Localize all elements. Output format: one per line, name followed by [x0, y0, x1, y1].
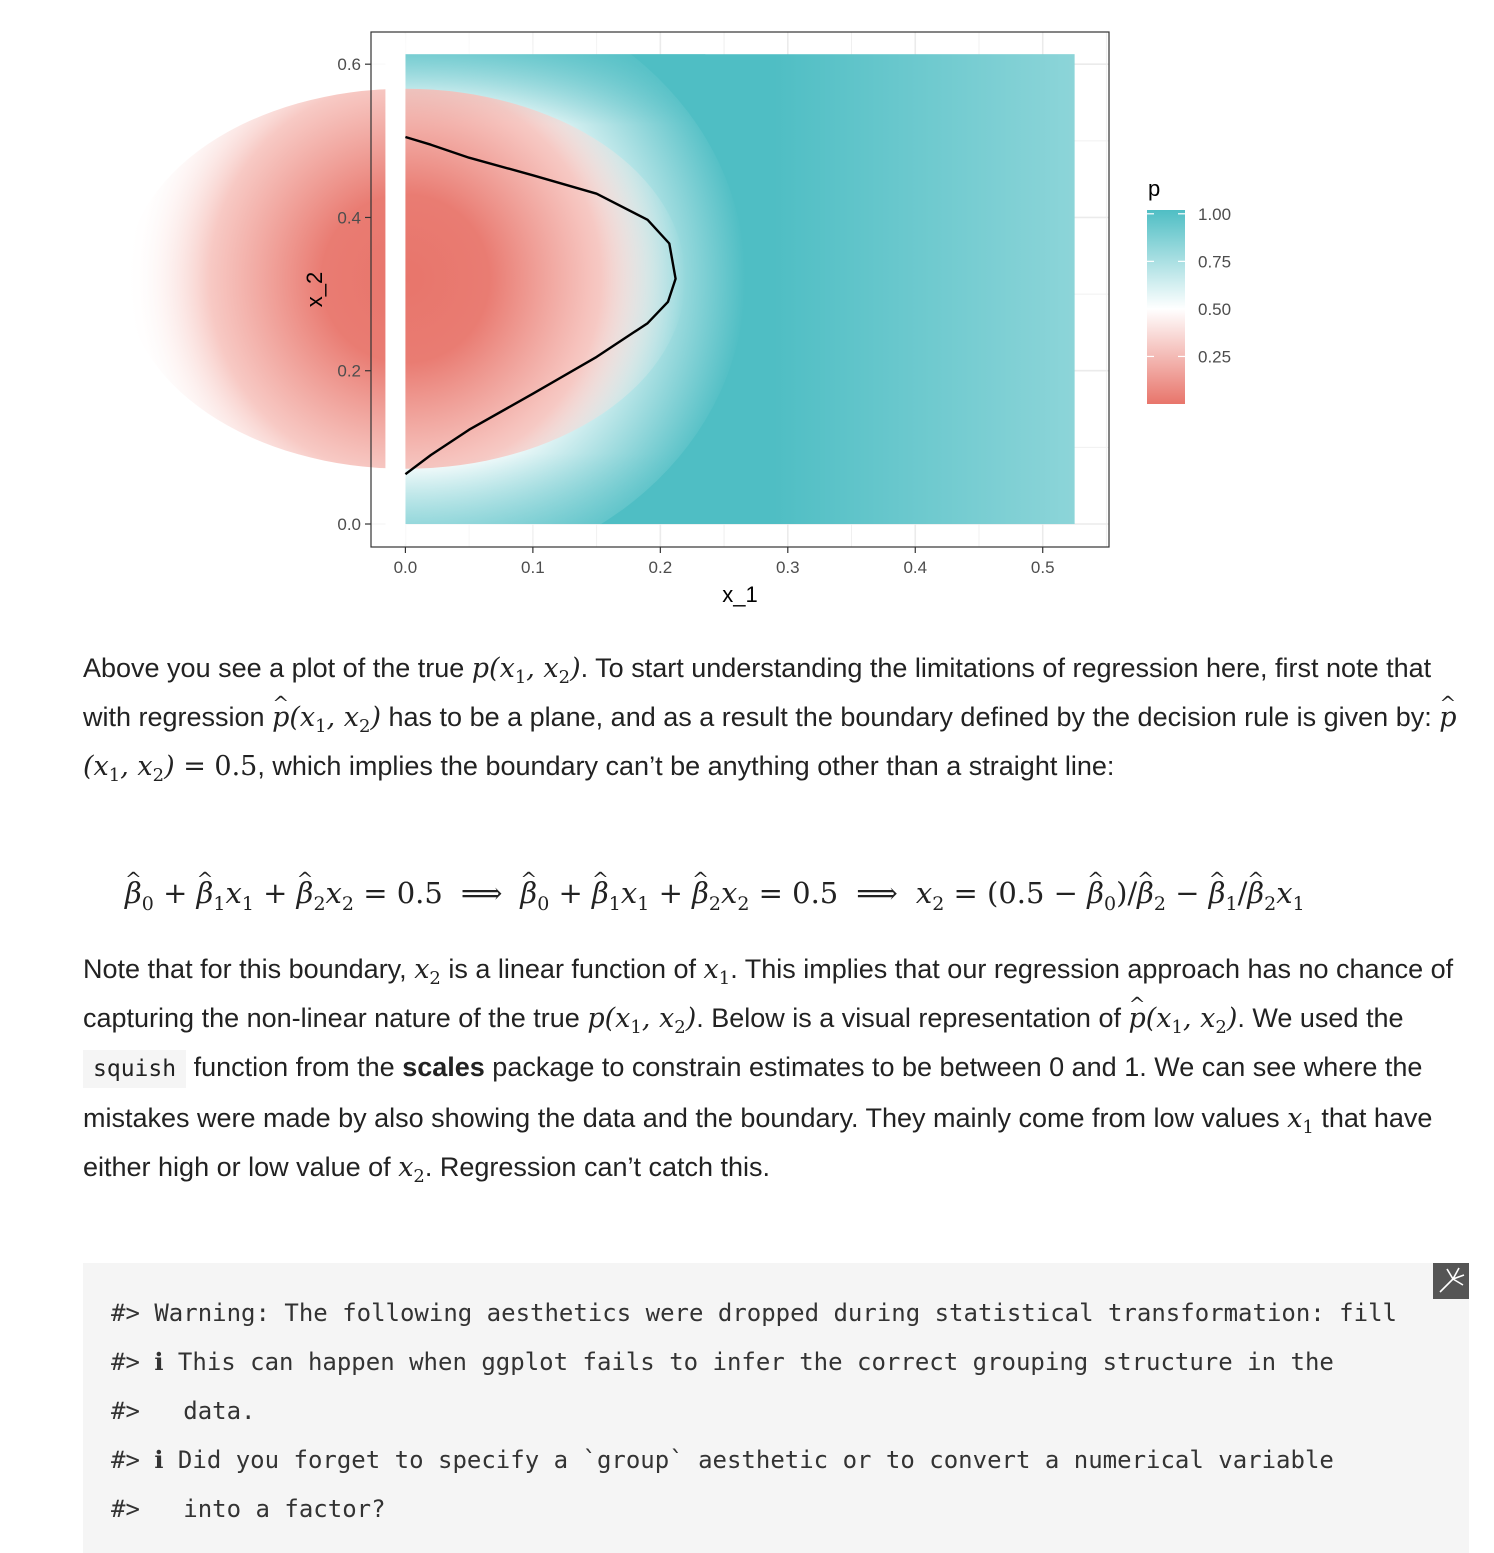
paragraph-1: Above you see a plot of the true p(x1, x…: [83, 644, 1463, 791]
p1-text-b: . To start understanding the limitations…: [83, 653, 1432, 732]
heatmap-left-mask: [385, 34, 406, 545]
x-tick-label: 0.4: [903, 558, 927, 577]
math-phat-x1-x2: p(x1, x2): [272, 679, 381, 736]
p2-text-i: . Regression can’t catch this.: [424, 1152, 771, 1182]
p2-text-a: Note that for this boundary,: [83, 954, 415, 984]
x-tick-label: 0.3: [776, 558, 800, 577]
x-tick-label: 0.2: [649, 558, 673, 577]
copy-icon[interactable]: [1433, 1263, 1469, 1299]
math-p-x1-x2-2: p(x1, x2): [587, 1003, 697, 1038]
chart: 0.0 0.1 0.2 0.3 0.4 0.5 0.0 0.2 0.4 0.6 x_1 x_2 p 1.0…: [0, 0, 1494, 620]
inline-code-squish: squish: [83, 1050, 187, 1088]
p2-text-b: is a linear function of: [440, 954, 704, 984]
p2-text-d: . Below is a visual representation of: [696, 1003, 1129, 1033]
y-tick-label: 0.0: [337, 515, 361, 534]
y-tick-label: 0.4: [337, 208, 361, 227]
code-line: #> ℹ Did you forget to specify a `group`…: [111, 1446, 1334, 1474]
p2-text-c: . This implies that our regression appro…: [83, 954, 1454, 1033]
p2-text-e: . We used the: [1237, 1003, 1404, 1033]
bold-scales: scales: [402, 1052, 485, 1082]
code-line: #> into a factor?: [111, 1495, 386, 1523]
x-tick-label: 0.0: [394, 558, 418, 577]
p1-text-c: has to be a plane, and as a result the b…: [381, 702, 1440, 732]
legend-label: 1.00: [1198, 205, 1231, 224]
legend-label: 0.75: [1198, 252, 1231, 271]
legend-label: 0.50: [1198, 300, 1231, 319]
contour-line: [404, 135, 677, 476]
y-tick-label: 0.6: [337, 55, 361, 74]
paragraph-2: Note that for this boundary, x2 is a lin…: [83, 945, 1463, 1192]
heatmap-plot: 0.0 0.1 0.2 0.3 0.4 0.5 0.0 0.2 0.4 0.6 x_1 x_2 p 1.0…: [65, 0, 1231, 607]
math-phat-equals-half: p(x1, x2) = 0.5: [83, 679, 1457, 785]
y-axis-title: x_2: [302, 272, 327, 307]
math-phat-x1-x2-2: p(x1, x2): [1128, 980, 1237, 1037]
eq-equals-2: = 0.5: [749, 876, 839, 910]
x-tick-label: 0.5: [1031, 558, 1055, 577]
code-line: #> data.: [111, 1397, 256, 1425]
eq-equals-1: = 0.5: [353, 876, 443, 910]
math-p-x1-x2: p(x1, x2): [471, 653, 581, 688]
code-output-text: #> Warning: The following aesthetics wer…: [111, 1289, 1397, 1534]
p1-text-d: , which implies the boundary can’t be an…: [257, 751, 1115, 781]
math-x1: x1: [703, 954, 731, 989]
legend-label: 0.25: [1198, 347, 1231, 366]
p2-text-g: package to constrain estimates to be bet…: [83, 1052, 1423, 1133]
implies-arrow-2: ⟹: [856, 876, 898, 910]
implies-arrow-1: ⟹: [460, 876, 503, 910]
math-x2: x2: [414, 954, 441, 989]
p2-text-f: function from the: [186, 1052, 403, 1082]
code-line: #> ℹ This can happen when ggplot fails t…: [111, 1348, 1334, 1376]
y-tick-label: 0.2: [337, 362, 361, 381]
x-axis-title: x_1: [722, 582, 757, 607]
x-tick-label: 0.1: [521, 558, 545, 577]
panel-border: [370, 31, 1110, 548]
p1-text-a: Above you see a plot of the true: [83, 653, 472, 683]
code-line: #> Warning: The following aesthetics wer…: [111, 1299, 1397, 1327]
math-x1-2: x1: [1287, 1103, 1314, 1138]
code-output-block: #> Warning: The following aesthetics wer…: [83, 1263, 1469, 1553]
legend-colorbar: [1147, 210, 1185, 404]
math-x2-2: x2: [398, 1152, 425, 1187]
legend-title: p: [1148, 176, 1160, 201]
p2-text-h: that have either high or low value of: [83, 1103, 1433, 1182]
equals-half: = 0.5: [174, 751, 258, 782]
boundary-equation: β0 + β1x1 + β2x2 = 0.5⟹β0 + β1x1 + β2x2 …: [125, 854, 1455, 918]
